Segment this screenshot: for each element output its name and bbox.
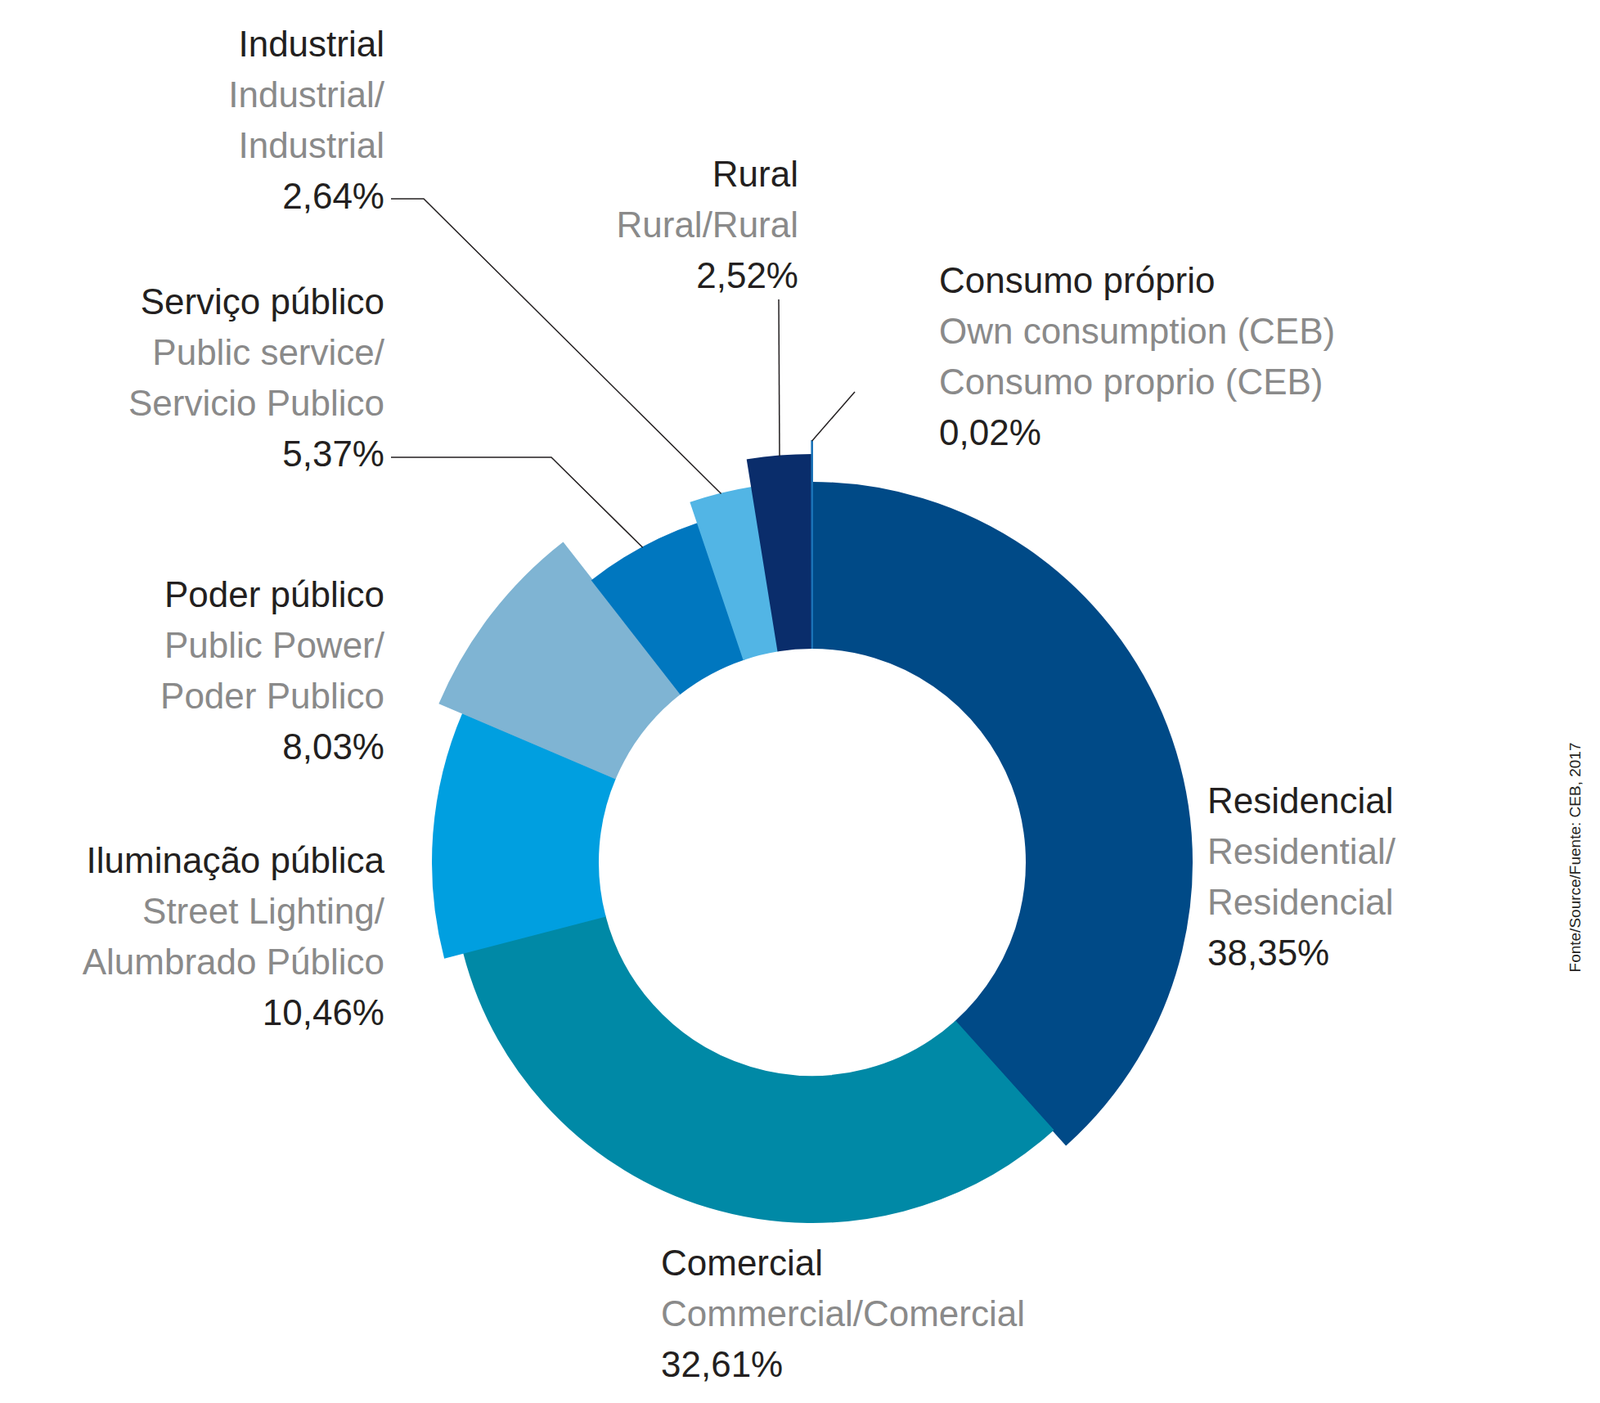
slice bbox=[747, 454, 813, 651]
value-label: 0,02% bbox=[939, 412, 1042, 453]
value-label: 38,35% bbox=[1207, 932, 1330, 973]
category-label: Poder público bbox=[164, 574, 385, 615]
translation-label: Rural/Rural bbox=[615, 204, 799, 245]
category-label: Rural bbox=[712, 153, 799, 194]
labels: Residencial Residential/Residencial 38,35%… bbox=[82, 23, 1397, 1385]
translation-label: Poder Publico bbox=[160, 675, 385, 716]
source-note: Fonte/Source/Fuente: CEB, 2017 bbox=[1566, 742, 1584, 973]
value-label: 2,52% bbox=[696, 255, 799, 296]
slice bbox=[463, 916, 1053, 1223]
value-label: 5,37% bbox=[282, 433, 385, 474]
translation-label: Residential/ bbox=[1207, 831, 1397, 872]
category-label: Comercial bbox=[660, 1242, 823, 1283]
translation-label: Industrial bbox=[238, 125, 385, 166]
category-label: Serviço público bbox=[140, 281, 385, 322]
category-label: Industrial bbox=[238, 23, 385, 64]
translation-label: Public service/ bbox=[152, 332, 385, 373]
translation-label: Consumo proprio (CEB) bbox=[939, 361, 1324, 402]
translation-label: Street Lighting/ bbox=[142, 890, 386, 931]
slice bbox=[810, 440, 814, 648]
translation-label: Commercial/Comercial bbox=[660, 1293, 1025, 1334]
value-label: 32,61% bbox=[660, 1343, 783, 1385]
translation-label: Residencial bbox=[1207, 881, 1394, 922]
value-label: 2,64% bbox=[282, 175, 385, 216]
translation-label: Servicio Publico bbox=[128, 382, 385, 423]
leader-line bbox=[391, 457, 643, 548]
translation-label: Industrial/ bbox=[228, 74, 386, 115]
category-label: Residencial bbox=[1207, 780, 1394, 821]
value-label: 10,46% bbox=[262, 992, 385, 1033]
leader-line bbox=[812, 391, 855, 441]
leaders bbox=[391, 198, 855, 548]
translation-label: Alumbrado Público bbox=[82, 941, 385, 982]
translation-label: Own consumption (CEB) bbox=[939, 310, 1335, 351]
page: {"chart_data": {"type": "donut", "catego… bbox=[0, 0, 1600, 1403]
category-label: Iluminação pública bbox=[86, 840, 386, 881]
translation-label: Public Power/ bbox=[164, 624, 386, 666]
value-label: 8,03% bbox=[282, 726, 385, 767]
chart: Residencial Residential/Residencial 38,35%… bbox=[0, 0, 1600, 1403]
category-label: Consumo próprio bbox=[939, 260, 1216, 301]
leader-line bbox=[777, 299, 780, 457]
slice bbox=[812, 482, 1192, 1145]
slices bbox=[432, 440, 1192, 1223]
